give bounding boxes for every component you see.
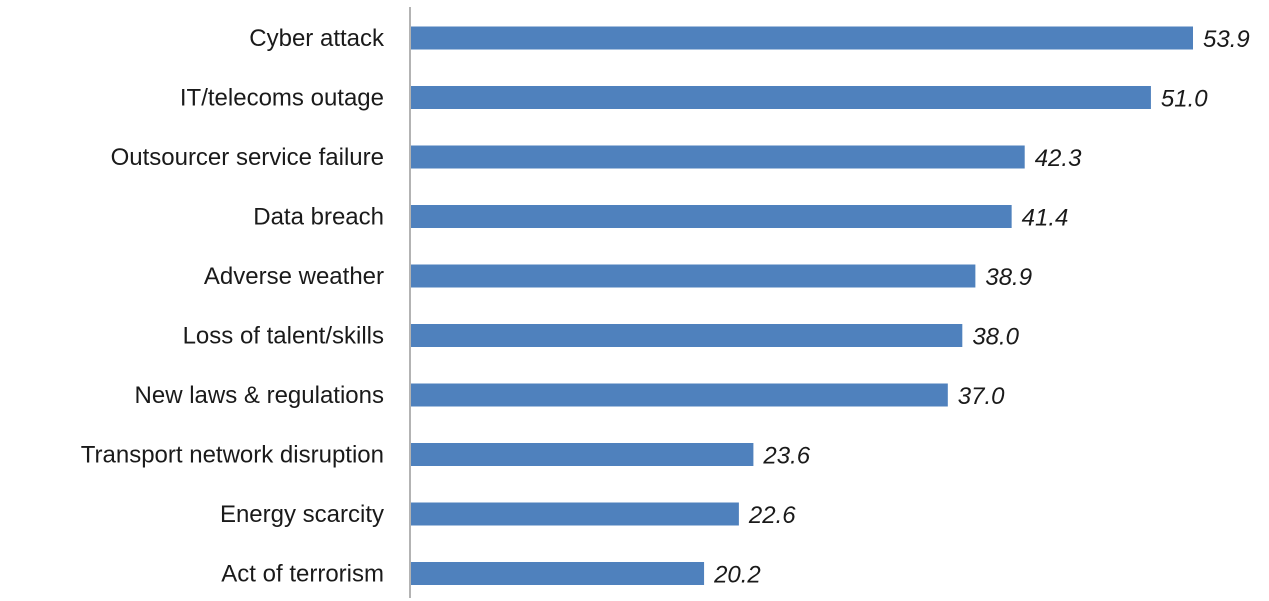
category-label-3: Data breach	[253, 204, 384, 231]
bars-group	[411, 26, 1193, 585]
category-label-0: Cyber attack	[249, 25, 385, 52]
category-labels-group: Cyber attack IT/telecoms outage Outsourcer…	[81, 25, 385, 588]
category-label-4: Adverse weather	[204, 263, 384, 290]
value-label-1: 51.0	[1161, 86, 1208, 113]
category-label-7: Transport network disruption	[81, 442, 384, 469]
value-label-7: 23.6	[762, 443, 810, 470]
value-label-5: 38.0	[972, 324, 1019, 351]
category-label-2: Outsourcer service failure	[111, 144, 384, 171]
value-label-6: 37.0	[958, 383, 1005, 410]
bar-9	[411, 562, 705, 585]
value-label-0: 53.9	[1203, 26, 1250, 53]
bar-4	[411, 264, 976, 288]
value-label-3: 41.4	[1022, 205, 1069, 232]
value-label-2: 42.3	[1035, 145, 1082, 172]
bar-1	[411, 86, 1151, 109]
value-labels-group: 53.9 51.0 42.3 41.4 38.9 38.0 37.0 23.6 22.6 20.2	[713, 26, 1250, 589]
bar-2	[411, 145, 1025, 169]
value-label-8: 22.6	[748, 502, 796, 529]
category-label-5: Loss of talent/skills	[183, 323, 384, 350]
category-label-1: IT/telecoms outage	[180, 85, 384, 112]
bar-5	[411, 324, 963, 347]
value-label-4: 38.9	[985, 264, 1032, 291]
bar-6	[411, 383, 948, 407]
category-label-9: Act of terrorism	[221, 561, 384, 588]
category-label-8: Energy scarcity	[220, 501, 384, 528]
category-label-6: New laws & regulations	[135, 382, 384, 409]
bar-0	[411, 26, 1193, 50]
bar-8	[411, 502, 739, 526]
value-label-9: 20.2	[713, 562, 761, 589]
bar-3	[411, 205, 1012, 228]
bar-7	[411, 443, 754, 466]
